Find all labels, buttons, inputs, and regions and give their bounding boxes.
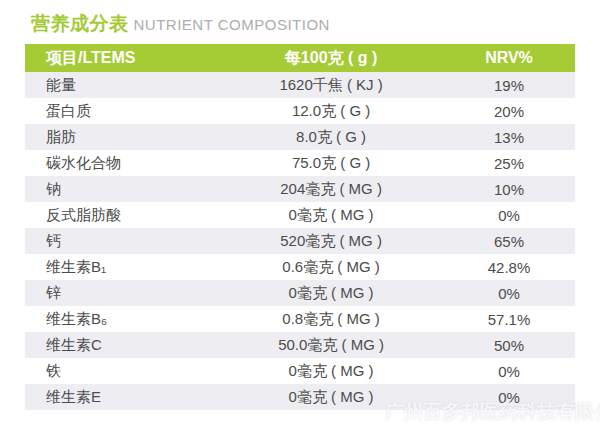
row-per100g-value: 520毫克 ( MG ): [219, 232, 443, 251]
table-row: 铁0毫克 ( MG )0%: [25, 358, 575, 384]
row-nrv-value: 50%: [443, 337, 575, 354]
row-per100g-value: 0毫克 ( MG ): [219, 206, 443, 225]
row-per100g-value: 204毫克 ( MG ): [219, 180, 443, 199]
row-nrv-value: 0%: [443, 363, 575, 380]
table-row: 反式脂肪酸0毫克 ( MG )0%: [25, 202, 575, 228]
row-item-label: 维生素E: [25, 388, 219, 407]
row-item-label: 钙: [25, 232, 219, 251]
row-nrv-value: 20%: [443, 103, 575, 120]
row-nrv-value: 42.8%: [443, 259, 575, 276]
table-row: 蛋白质12.0克 ( G )20%: [25, 98, 575, 124]
row-item-label: 维生素C: [25, 336, 219, 355]
header-per100g: 每100克 ( g ): [219, 48, 443, 69]
table-row: 维生素B₁0.6毫克 ( MG )42.8%: [25, 254, 575, 280]
row-item-label: 能量: [25, 76, 219, 95]
row-item-label: 脂肪: [25, 128, 219, 147]
row-per100g-value: 0毫克 ( MG ): [219, 284, 443, 303]
row-item-label: 蛋白质: [25, 102, 219, 121]
row-per100g-value: 1620千焦 ( KJ ): [219, 76, 443, 95]
header-nrv: NRV%: [443, 49, 575, 67]
row-item-label: 钠: [25, 180, 219, 199]
row-item-label: 维生素B₁: [25, 258, 219, 277]
row-nrv-value: 0%: [443, 207, 575, 224]
row-per100g-value: 8.0克 ( G ): [219, 128, 443, 147]
table-row: 钙520毫克 ( MG )65%: [25, 228, 575, 254]
row-nrv-value: 13%: [443, 129, 575, 146]
table-row: 锌0毫克 ( MG )0%: [25, 280, 575, 306]
table-row: 维生素C50.0毫克 ( MG )50%: [25, 332, 575, 358]
row-per100g-value: 75.0克 ( G ): [219, 154, 443, 173]
table-body: 能量1620千焦 ( KJ )19%蛋白质12.0克 ( G )20%脂肪8.0…: [25, 72, 575, 410]
table-row: 钠204毫克 ( MG )10%: [25, 176, 575, 202]
table-row: 能量1620千焦 ( KJ )19%: [25, 72, 575, 98]
title-english: NUTRIENT COMPOSITION: [134, 16, 330, 33]
row-per100g-value: 12.0克 ( G ): [219, 102, 443, 121]
row-item-label: 锌: [25, 284, 219, 303]
table-row: 脂肪8.0克 ( G )13%: [25, 124, 575, 150]
row-nrv-value: 0%: [443, 285, 575, 302]
row-nrv-value: 65%: [443, 233, 575, 250]
row-item-label: 反式脂肪酸: [25, 206, 219, 225]
row-per100g-value: 0毫克 ( MG ): [219, 362, 443, 381]
row-item-label: 铁: [25, 362, 219, 381]
row-per100g-value: 0.6毫克 ( MG ): [219, 258, 443, 277]
title-chinese: 营养成分表: [31, 13, 129, 34]
page-title: 营养成分表 NUTRIENT COMPOSITION: [31, 11, 330, 37]
table-header-row: 项目/LTEMS 每100克 ( g ) NRV%: [25, 44, 575, 72]
nutrient-table: 项目/LTEMS 每100克 ( g ) NRV% 能量1620千焦 ( KJ …: [25, 44, 575, 410]
row-nrv-value: 19%: [443, 77, 575, 94]
row-per100g-value: 50.0毫克 ( MG ): [219, 336, 443, 355]
row-nrv-value: 57.1%: [443, 311, 575, 328]
table-row: 维生素B₆0.8毫克 ( MG )57.1%: [25, 306, 575, 332]
table-row: 碳水化合物75.0克 ( G )25%: [25, 150, 575, 176]
watermark-text: 广州百多邦医药科技有限公司: [385, 399, 600, 425]
row-nrv-value: 25%: [443, 155, 575, 172]
row-nrv-value: 10%: [443, 181, 575, 198]
row-per100g-value: 0.8毫克 ( MG ): [219, 310, 443, 329]
header-item: 项目/LTEMS: [25, 48, 219, 69]
row-item-label: 碳水化合物: [25, 154, 219, 173]
row-item-label: 维生素B₆: [25, 310, 219, 329]
